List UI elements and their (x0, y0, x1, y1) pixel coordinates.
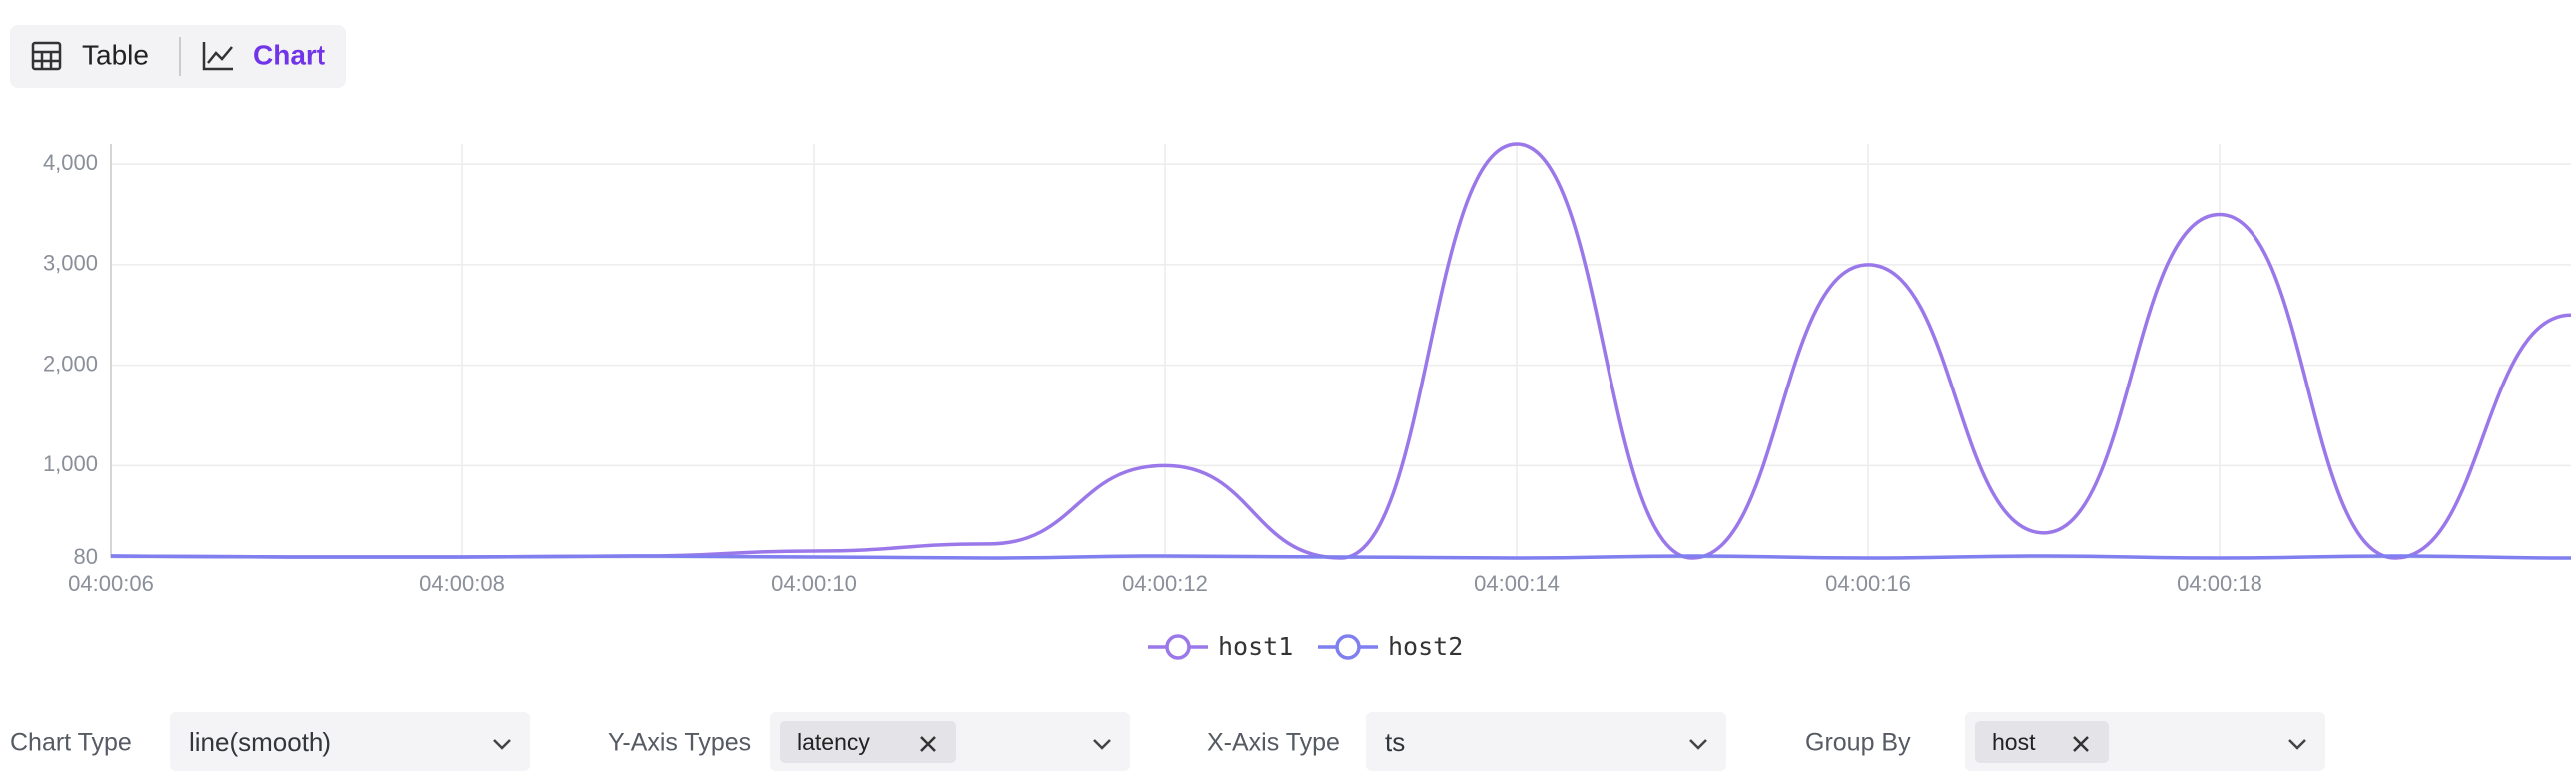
chevron (2288, 739, 2306, 750)
chart: 80 1,000 2,000 3,000 4,000 04:00:06 04:00:08 04… (43, 142, 2572, 661)
x-tick-label: 04:00:14 (1474, 571, 1560, 596)
control-label: X-Axis Type (1207, 729, 1340, 757)
select-value: ts (1385, 727, 1405, 757)
x-tick-label: 04:00:06 (68, 571, 154, 596)
chevron (493, 739, 511, 750)
x-tick-label: 04:00:12 (1122, 571, 1208, 596)
table-tab[interactable]: Table (82, 39, 149, 70)
legend-label[interactable]: host2 (1388, 632, 1463, 661)
legend-marker[interactable] (1165, 634, 1191, 660)
controls: Chart Type line(smooth) Y-Axis Types latenc… (10, 712, 2325, 771)
control-label: Y-Axis Types (608, 729, 751, 757)
legend-label[interactable]: host1 (1218, 632, 1293, 661)
y-tick-label: 2,000 (43, 351, 98, 376)
chevron (1689, 739, 1707, 750)
select-box[interactable] (1366, 712, 1726, 771)
tag-chip (1975, 721, 2109, 763)
control-label: Chart Type (10, 729, 132, 757)
table-icon (31, 41, 62, 71)
select-box[interactable] (170, 712, 530, 771)
x-tick-label: 04:00:18 (2177, 571, 2262, 596)
y-tick-label: 1,000 (43, 451, 98, 476)
chart-tab[interactable]: Chart (253, 39, 325, 70)
x-tick-label: 04:00:10 (771, 571, 857, 596)
tag-text: latency (797, 729, 870, 755)
tag-remove[interactable] (920, 736, 936, 752)
x-tick-label: 04:00:16 (1825, 571, 1911, 596)
chevron (1093, 739, 1111, 750)
series-line (110, 142, 2572, 560)
chart-icon (202, 42, 233, 71)
legend-marker[interactable] (1335, 634, 1361, 660)
select-value: line(smooth) (189, 727, 331, 757)
view-toggle (10, 25, 346, 88)
y-tick-label: 80 (74, 544, 98, 569)
x-tick-label: 04:00:08 (419, 571, 505, 596)
series-line (110, 554, 2572, 560)
y-tick-label: 3,000 (43, 251, 98, 276)
control-label: Group By (1805, 729, 1911, 757)
y-tick-label: 4,000 (43, 150, 98, 175)
tag-remove[interactable] (2073, 736, 2089, 752)
tag-text: host (1992, 729, 2036, 755)
tag-chip (780, 721, 956, 763)
